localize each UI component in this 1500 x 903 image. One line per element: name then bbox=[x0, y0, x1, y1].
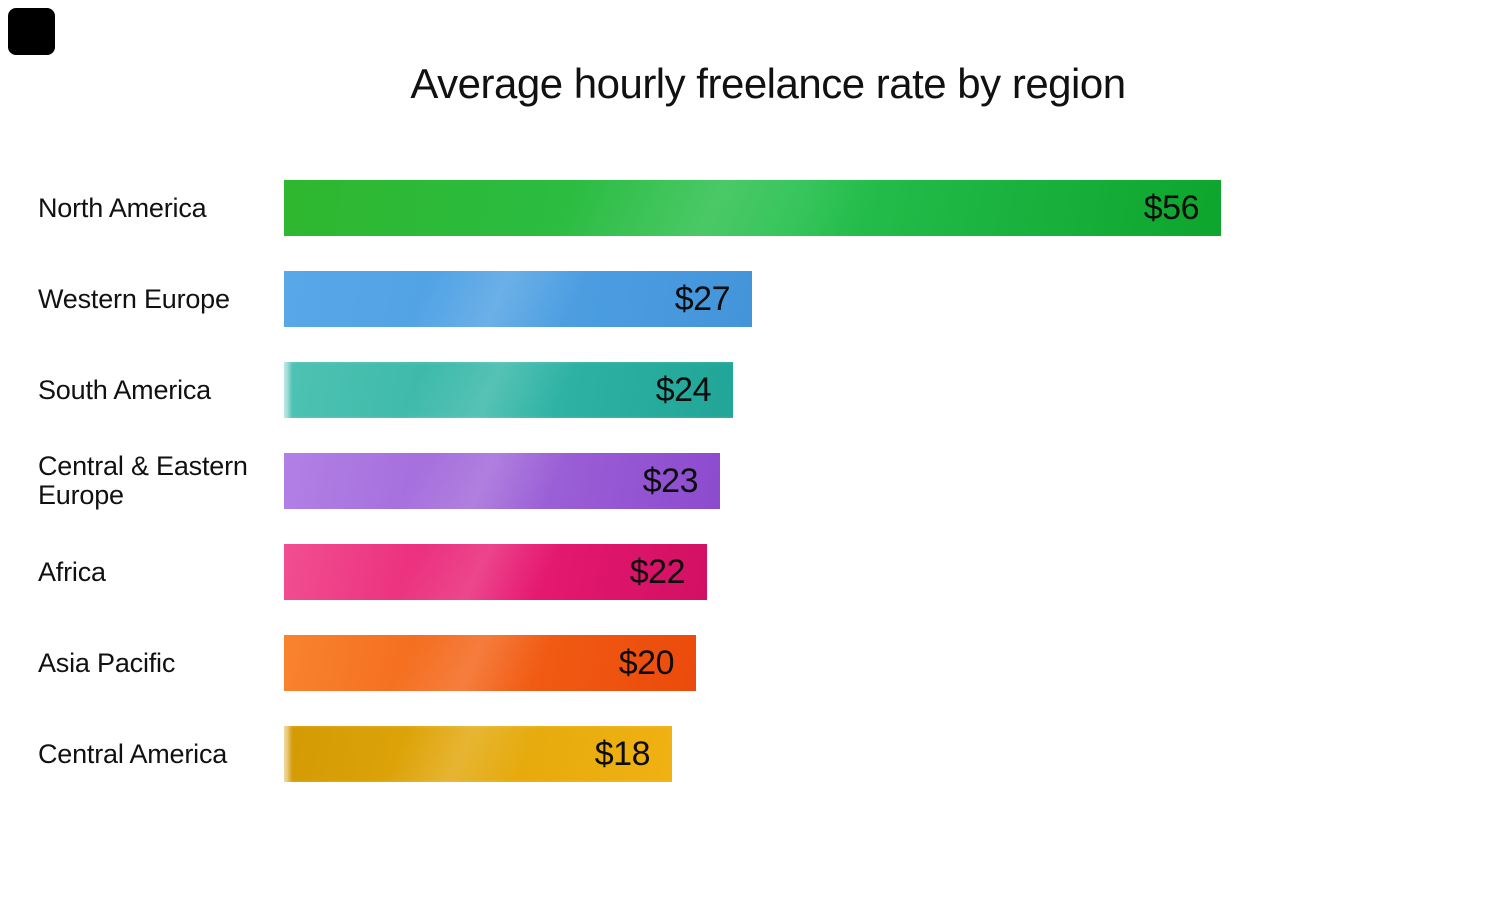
bar-north-america: $56 bbox=[284, 180, 1221, 236]
bar-chart: North America $56 Western Europe $27 South A… bbox=[0, 180, 1500, 817]
bar-south-america: $24 bbox=[284, 362, 733, 418]
bar-row-western-europe: Western Europe $27 bbox=[0, 271, 1500, 327]
category-label-asia-pacific: Asia Pacific bbox=[38, 647, 176, 678]
category-label-central-eastern-europe: Central & Eastern Europe bbox=[38, 451, 248, 510]
bar-central-eastern-europe: $23 bbox=[284, 453, 720, 509]
value-label-central-eastern-europe: $23 bbox=[642, 461, 699, 500]
chart-title: Average hourly freelance rate by region bbox=[410, 60, 1126, 107]
bar-western-europe: $27 bbox=[284, 271, 752, 327]
bar-row-africa: Africa $22 bbox=[0, 544, 1500, 600]
category-label-africa: Africa bbox=[38, 556, 106, 587]
bar-row-central-eastern-europe: Central & Eastern Europe $23 bbox=[0, 451, 1500, 510]
category-label-north-america: North America bbox=[38, 192, 207, 223]
value-label-south-america: $24 bbox=[655, 370, 712, 409]
value-label-asia-pacific: $20 bbox=[618, 643, 675, 682]
bar-asia-pacific: $20 bbox=[284, 635, 696, 691]
category-label-south-america: South America bbox=[38, 374, 211, 405]
bar-row-central-america: Central America $18 bbox=[0, 726, 1500, 782]
bar-row-south-america: South America $24 bbox=[0, 362, 1500, 418]
value-label-central-america: $18 bbox=[594, 734, 651, 773]
bar-central-america: $18 bbox=[284, 726, 672, 782]
bar-africa: $22 bbox=[284, 544, 707, 600]
logo-square bbox=[8, 8, 55, 55]
value-label-africa: $22 bbox=[629, 552, 686, 591]
bar-row-north-america: North America $56 bbox=[0, 180, 1500, 236]
value-label-north-america: $56 bbox=[1143, 188, 1200, 227]
bar-row-asia-pacific: Asia Pacific $20 bbox=[0, 635, 1500, 691]
value-label-western-europe: $27 bbox=[674, 279, 731, 318]
category-label-western-europe: Western Europe bbox=[38, 283, 230, 314]
category-label-central-america: Central America bbox=[38, 738, 228, 769]
